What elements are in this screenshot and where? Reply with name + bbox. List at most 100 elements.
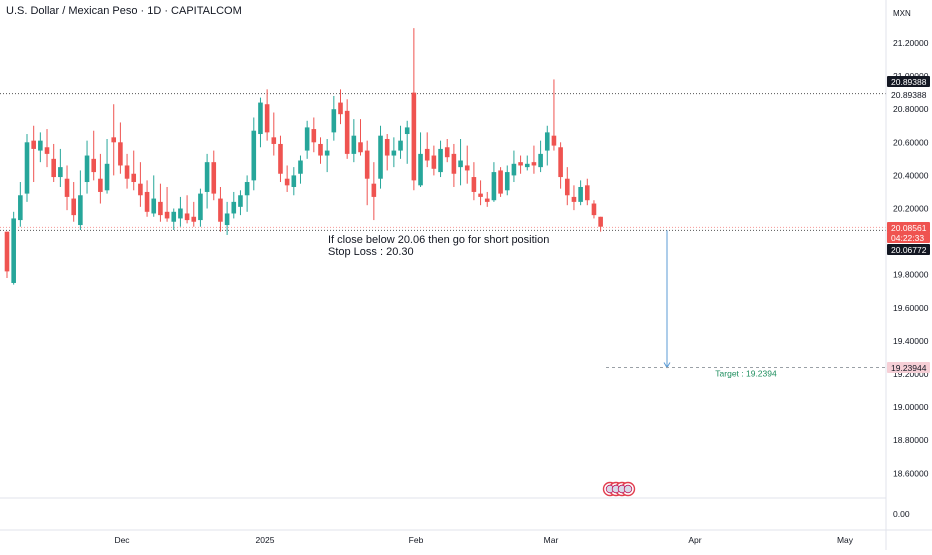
candle-body xyxy=(104,163,110,191)
time-axis-label: Dec xyxy=(114,535,130,545)
candle-body xyxy=(98,178,103,192)
candle-body xyxy=(211,162,217,194)
price-badge xyxy=(887,89,930,100)
candle-body xyxy=(351,135,357,154)
candle-body xyxy=(584,185,590,201)
candle-body xyxy=(64,178,70,197)
candle-body xyxy=(578,186,583,202)
time-axis-label: May xyxy=(837,535,854,545)
price-badge-label: 20.08561 xyxy=(891,223,927,233)
candle-body xyxy=(524,163,530,168)
target-label: Target : 19.2394 xyxy=(715,368,777,378)
candle-body xyxy=(171,211,177,222)
candle-body xyxy=(384,138,390,156)
price-tick-label: 20.80000 xyxy=(893,104,929,114)
candle-body xyxy=(138,183,143,196)
candle-body xyxy=(531,162,537,166)
price-zero-label: 0.00 xyxy=(893,509,910,519)
candle-body xyxy=(478,193,483,197)
price-badge-label: 20.89388 xyxy=(891,90,927,100)
candle-body xyxy=(451,153,457,174)
candle-body xyxy=(391,150,397,156)
price-tick-label: 20.40000 xyxy=(893,170,929,180)
price-tick-label: 20.20000 xyxy=(893,204,929,214)
chart-title: U.S. Dollar / Mexican Peso · 1D · CAPITA… xyxy=(6,5,242,17)
candle-body xyxy=(491,172,497,201)
candle-body xyxy=(178,208,183,219)
trade-note-line2: Stop Loss : 20.30 xyxy=(328,246,414,258)
candle-body xyxy=(238,195,243,207)
candle-body xyxy=(544,132,550,151)
event-flag-inner xyxy=(623,484,633,494)
price-tick-label: 19.80000 xyxy=(893,270,929,280)
price-badge-label: 20.06772 xyxy=(891,245,927,255)
candle-body xyxy=(191,216,197,222)
candle-body xyxy=(304,127,310,151)
candle-body xyxy=(411,92,417,181)
candle-body xyxy=(164,211,170,219)
price-tick-label: 19.60000 xyxy=(893,303,929,313)
price-tick-label: 21.20000 xyxy=(893,38,929,48)
candle-body xyxy=(571,196,577,202)
candle-body xyxy=(78,195,83,226)
price-badge-label: 20.89388 xyxy=(891,77,927,87)
candle-body xyxy=(291,175,297,187)
candle-body xyxy=(518,162,523,166)
candle-body xyxy=(398,140,403,151)
price-tick-label: 18.60000 xyxy=(893,468,929,478)
candle-body xyxy=(124,165,130,179)
candle-body xyxy=(204,162,210,192)
candle-body xyxy=(511,163,517,176)
candle-body xyxy=(298,160,303,174)
candle-body xyxy=(118,142,123,166)
candle-body xyxy=(558,147,563,178)
candle-body xyxy=(18,195,23,221)
candle-body xyxy=(111,137,117,143)
candle-body xyxy=(364,150,370,179)
price-tick-label: 19.20000 xyxy=(893,369,929,379)
candle-body xyxy=(324,150,330,156)
candle-body xyxy=(504,172,510,191)
candle-body xyxy=(598,216,603,227)
candle-body xyxy=(218,198,223,222)
price-badge xyxy=(887,244,930,255)
candle-body xyxy=(551,135,557,146)
candle-body xyxy=(438,148,443,173)
candle-body xyxy=(344,110,350,154)
candle-body xyxy=(471,177,477,192)
candle-body xyxy=(51,158,56,178)
candle-body xyxy=(11,218,16,283)
candle-body xyxy=(258,102,263,135)
candle-body xyxy=(498,170,503,194)
candle-body xyxy=(251,130,257,181)
candle-body xyxy=(538,153,543,168)
candle-body xyxy=(444,147,450,158)
currency-label: MXN xyxy=(893,9,911,18)
candle-body xyxy=(71,198,76,216)
candle-body xyxy=(158,201,163,216)
candle-body xyxy=(84,155,90,183)
candle-body xyxy=(151,198,157,214)
candle-body xyxy=(464,165,470,171)
time-axis-label: Feb xyxy=(409,535,424,545)
time-axis-label: Mar xyxy=(544,535,559,545)
candle-body xyxy=(358,142,363,153)
price-badge xyxy=(887,76,930,87)
levels-layer xyxy=(0,93,886,231)
candle-body xyxy=(311,129,317,143)
candle-body xyxy=(264,104,270,133)
candle-body xyxy=(91,158,97,173)
trade-note-line1: If close below 20.06 then go for short p… xyxy=(328,234,550,246)
candle-body xyxy=(184,213,190,221)
candle-body xyxy=(458,160,463,168)
candle-body xyxy=(224,213,230,226)
candle-body xyxy=(31,140,36,149)
candle-body xyxy=(484,198,490,202)
candle-body xyxy=(338,102,343,115)
trade-note[interactable]: If close below 20.06 then go for short p… xyxy=(328,234,549,258)
candle-body xyxy=(404,127,410,135)
annotation-layer: Target : 19.2394 xyxy=(602,230,886,497)
